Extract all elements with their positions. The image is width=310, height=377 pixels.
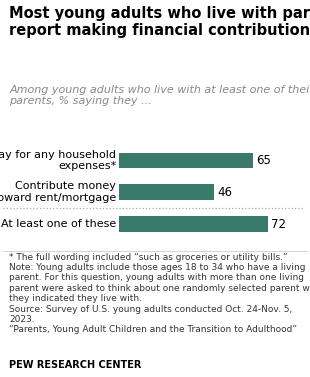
Bar <box>119 216 268 232</box>
Text: Contribute money
toward rent/mortgage: Contribute money toward rent/mortgage <box>0 181 116 203</box>
Bar <box>119 184 214 200</box>
Text: 65: 65 <box>256 154 271 167</box>
Text: 72: 72 <box>271 218 286 231</box>
Text: Among young adults who live with at least one of their
parents, % saying they ..: Among young adults who live with at leas… <box>9 85 310 106</box>
Text: At least one of these: At least one of these <box>1 219 116 229</box>
Bar <box>119 153 253 169</box>
Text: PEW RESEARCH CENTER: PEW RESEARCH CENTER <box>9 360 142 370</box>
Text: * The full wording included “such as groceries or utility bills.”
Note: Young ad: * The full wording included “such as gro… <box>9 253 310 334</box>
Text: 46: 46 <box>217 186 232 199</box>
Text: Pay for any household
expenses*: Pay for any household expenses* <box>0 150 116 171</box>
Text: Most young adults who live with parents
report making financial contributions: Most young adults who live with parents … <box>9 6 310 38</box>
